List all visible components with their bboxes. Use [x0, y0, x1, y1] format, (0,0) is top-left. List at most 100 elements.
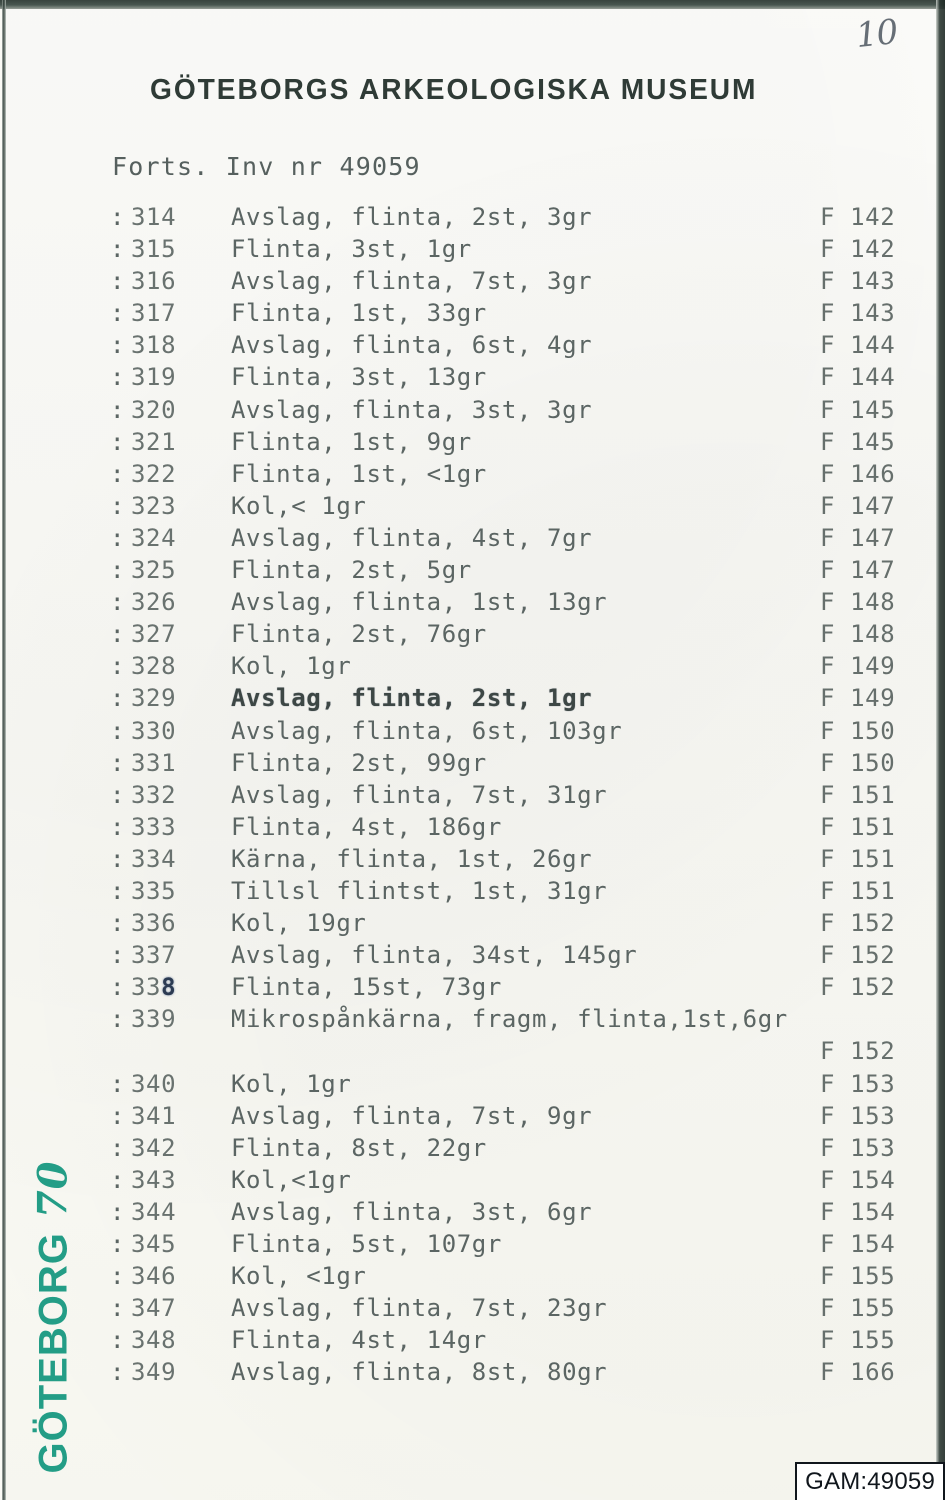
inventory-row: :321 Flinta, 1st, 9gr F 145: [0, 428, 930, 460]
inventory-row: :327 Flinta, 2st, 76gr F 148: [0, 620, 930, 652]
inventory-row: :346 Kol, <1gr F 155: [0, 1262, 930, 1294]
entry-find-number: F 145: [820, 395, 896, 424]
entry-description: Flinta, 1st, 9gr: [231, 427, 472, 456]
entry-number: 345: [131, 1230, 177, 1258]
entry-number: 314: [131, 203, 177, 231]
entry-find-number: F 146: [820, 459, 896, 488]
inventory-row: :318 Avslag, flinta, 6st, 4gr F 144: [0, 331, 930, 363]
entry-number: 326: [131, 588, 177, 617]
entry-colon: :: [110, 588, 126, 617]
entry-colon: :: [110, 1326, 126, 1355]
entry-find-number: F 143: [820, 299, 896, 328]
inventory-row: :333 Flinta, 4st, 186gr F 151: [0, 813, 930, 845]
entry-colon: :: [110, 1005, 126, 1034]
inventory-row: :348 Flinta, 4st, 14gr F 155: [0, 1326, 930, 1358]
entry-number: 348: [131, 1326, 177, 1355]
entry-find-number: F 147: [820, 491, 896, 520]
handwritten-page-number: 10: [853, 11, 899, 57]
entry-description: Avslag, flinta, 2st, 1gr: [231, 684, 593, 713]
entry-description: Avslag, flinta, 8st, 80gr: [231, 1358, 608, 1387]
entry-description: Flinta, 3st, 13gr: [231, 363, 487, 392]
inventory-row: :334 Kärna, flinta, 1st, 26gr F 151: [0, 845, 930, 877]
inventory-row: :344 Avslag, flinta, 3st, 6gr F 154: [0, 1198, 930, 1230]
entry-find-number: F 152: [820, 941, 896, 970]
entry-description: Kol, <1gr: [231, 1262, 367, 1291]
entry-description: Flinta, 4st, 186gr: [231, 812, 502, 841]
entry-number: 340: [131, 1069, 177, 1098]
entry-find-number: F 150: [820, 716, 896, 745]
entry-number: 343: [131, 1165, 177, 1194]
entry-description: Flinta, 5st, 107gr: [231, 1230, 502, 1258]
inventory-row: :338 Flinta, 15st, 73gr F 152: [0, 973, 930, 1005]
inventory-row: :325 Flinta, 2st, 5gr F 147: [0, 556, 930, 588]
entry-description: Avslag, flinta, 6st, 4gr: [231, 331, 593, 360]
inventory-row: :332 Avslag, flinta, 7st, 31gr F 151: [0, 781, 930, 813]
entry-find-number: F 152: [820, 1037, 896, 1066]
entry-find-number: F 155: [820, 1326, 896, 1355]
entry-colon: :: [110, 844, 126, 873]
entry-description: Kol,<1gr: [231, 1165, 352, 1194]
entry-number: 333: [131, 812, 177, 841]
entry-find-number: F 154: [820, 1197, 896, 1226]
inventory-row: :349 Avslag, flinta, 8st, 80gr F 166: [0, 1358, 930, 1390]
entry-colon: :: [110, 909, 126, 938]
entry-description: Flinta, 2st, 99gr: [231, 748, 487, 777]
inventory-row: :337 Avslag, flinta, 34st, 145gr F 152: [0, 941, 930, 973]
entry-colon: :: [110, 459, 126, 488]
entry-description: Flinta, 3st, 1gr: [231, 235, 472, 264]
entry-number: 346: [131, 1262, 177, 1291]
entry-colon: :: [110, 556, 126, 585]
inventory-row: :317 Flinta, 1st, 33gr F 143: [0, 299, 930, 331]
entry-colon: :: [110, 203, 126, 231]
entry-number: 347: [131, 1294, 177, 1323]
entry-colon: :: [110, 620, 126, 649]
catalog-number-label: GAM:49059: [805, 1468, 935, 1495]
inventory-row: :320 Avslag, flinta, 3st, 3gr F 145: [0, 396, 930, 428]
entry-colon: :: [110, 1294, 126, 1323]
entry-number: 338: [131, 973, 177, 1002]
entry-find-number: F 153: [820, 1101, 896, 1130]
inventory-row: :331 Flinta, 2st, 99gr F 150: [0, 749, 930, 781]
entry-colon: :: [110, 395, 126, 424]
entry-description: Kol, 1gr: [231, 1069, 352, 1098]
entry-find-number: F 151: [820, 844, 896, 873]
entry-find-number: F 147: [820, 556, 896, 585]
entry-colon: :: [110, 267, 126, 296]
entry-colon: :: [110, 652, 126, 681]
entry-description: Avslag, flinta, 2st, 3gr: [231, 203, 593, 231]
inventory-row: :341 Avslag, flinta, 7st, 9gr F 153: [0, 1102, 930, 1134]
entry-find-number: F 154: [820, 1165, 896, 1194]
entry-colon: :: [110, 684, 126, 713]
entry-colon: :: [110, 780, 126, 809]
entry-find-number: F 155: [820, 1294, 896, 1323]
entry-description: Avslag, flinta, 3st, 3gr: [231, 395, 593, 424]
entry-find-number: F 155: [820, 1262, 896, 1291]
inventory-row: :328 Kol, 1gr F 149: [0, 652, 930, 684]
scan-edge-right: [936, 0, 945, 1500]
entry-number: 335: [131, 876, 177, 905]
entry-number: 349: [131, 1358, 177, 1387]
entry-find-number: F 143: [820, 267, 896, 296]
inventory-row-continuation: F 152: [0, 1037, 930, 1069]
scan-edge-top: [0, 0, 945, 9]
inventory-row: :323 Kol,< 1gr F 147: [0, 492, 930, 524]
inventory-row: :322 Flinta, 1st, <1gr F 146: [0, 460, 930, 492]
inventory-row: :336 Kol, 19gr F 152: [0, 909, 930, 941]
inventory-row: :347 Avslag, flinta, 7st, 23gr F 155: [0, 1294, 930, 1326]
entry-colon: :: [110, 491, 126, 520]
entry-number: 334: [131, 844, 177, 873]
entry-colon: :: [110, 1069, 126, 1098]
inventory-row: :319 Flinta, 3st, 13gr F 144: [0, 363, 930, 395]
entry-find-number: F 144: [820, 331, 896, 360]
entry-find-number: F 145: [820, 427, 896, 456]
entry-description: Avslag, flinta, 6st, 103gr: [231, 716, 623, 745]
entry-description: Avslag, flinta, 7st, 9gr: [231, 1101, 593, 1130]
entry-find-number: F 153: [820, 1133, 896, 1162]
entry-description: Avslag, flinta, 7st, 31gr: [231, 780, 608, 809]
entry-find-number: F 150: [820, 748, 896, 777]
entry-number: 337: [131, 941, 177, 970]
entry-find-number: F 152: [820, 973, 896, 1002]
entry-number: 316: [131, 267, 177, 296]
entry-description: Flinta, 4st, 14gr: [231, 1326, 487, 1355]
